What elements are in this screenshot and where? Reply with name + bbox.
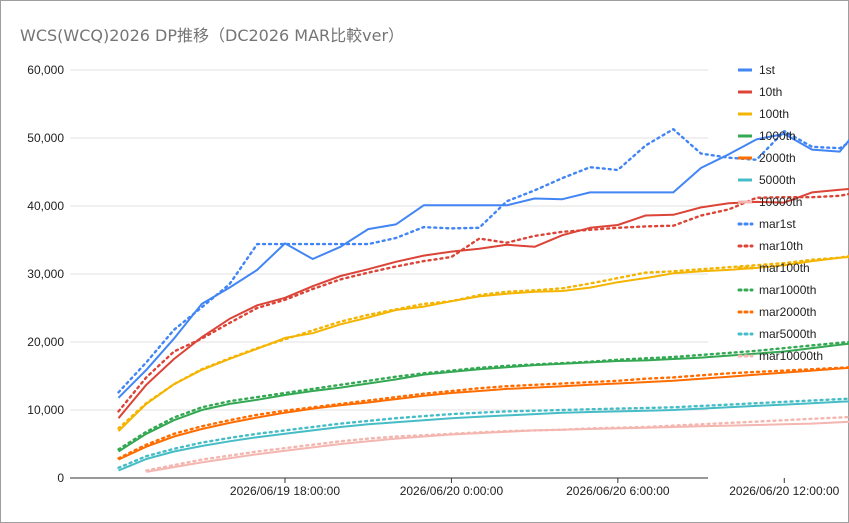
x-tick-label: 2026/06/20 12:00:00 <box>729 484 839 498</box>
legend-label-5000th: 5000th <box>759 173 796 187</box>
y-axis-ticks: 0 10,000 20,000 30,000 40,000 50,000 60,000 <box>27 63 64 485</box>
legend-label-2000th: 2000th <box>759 151 796 165</box>
series-lines <box>117 127 849 473</box>
legend-label-mar1st: mar1st <box>759 217 796 231</box>
y-tick-label: 0 <box>57 471 64 485</box>
legend-label-1000th: 1000th <box>759 129 796 143</box>
series-line-mar100th <box>117 254 849 430</box>
x-tick-label: 2026/06/20 6:00:00 <box>566 484 670 498</box>
y-tick-label: 60,000 <box>27 63 64 77</box>
series-line-10th <box>117 187 849 419</box>
series-line-mar10000th <box>145 415 849 472</box>
legend-label-mar1000th: mar1000th <box>759 283 816 297</box>
series-line-mar1st <box>117 127 849 394</box>
series-line-2000th <box>118 366 849 461</box>
y-tick-label: 50,000 <box>27 131 64 145</box>
series-line-1st <box>117 132 849 399</box>
chart-title: WCS(WCQ)2026 DP推移（DC2026 MAR比較ver） <box>20 26 405 45</box>
y-tick-label: 40,000 <box>27 199 64 213</box>
x-axis-ticks: 2026/06/19 18:00:00 2026/06/20 0:00:00 202… <box>230 478 840 498</box>
series-line-100th <box>117 255 849 432</box>
legend-label-100th: 100th <box>759 107 789 121</box>
series-line-10000th <box>146 420 849 473</box>
series-line-mar10th <box>117 192 849 413</box>
legend-label-mar5000th: mar5000th <box>759 327 816 341</box>
grid-lines <box>70 69 708 479</box>
legend-label-mar2000th: mar2000th <box>759 305 816 319</box>
series-line-1000th <box>117 342 849 453</box>
legend-label-10000th: 10000th <box>759 195 802 209</box>
series-line-mar2000th <box>117 366 849 460</box>
y-tick-label: 10,000 <box>27 403 64 417</box>
series-line-mar5000th <box>117 397 849 469</box>
series-line-5000th <box>118 400 849 472</box>
x-tick-label: 2026/06/19 18:00:00 <box>230 484 340 498</box>
legend: 1st 10th 100th 1000th 2000th 5000th 10000th mar… <box>737 63 823 363</box>
legend-label-1st: 1st <box>759 63 776 77</box>
legend-label-mar10th: mar10th <box>759 239 803 253</box>
y-tick-label: 20,000 <box>27 335 64 349</box>
x-tick-label: 2026/06/20 0:00:00 <box>400 484 504 498</box>
legend-label-10th: 10th <box>759 85 782 99</box>
y-tick-label: 30,000 <box>27 267 64 281</box>
legend-label-mar10000th: mar10000th <box>759 349 823 363</box>
legend-label-mar100th: mar100th <box>759 261 810 275</box>
